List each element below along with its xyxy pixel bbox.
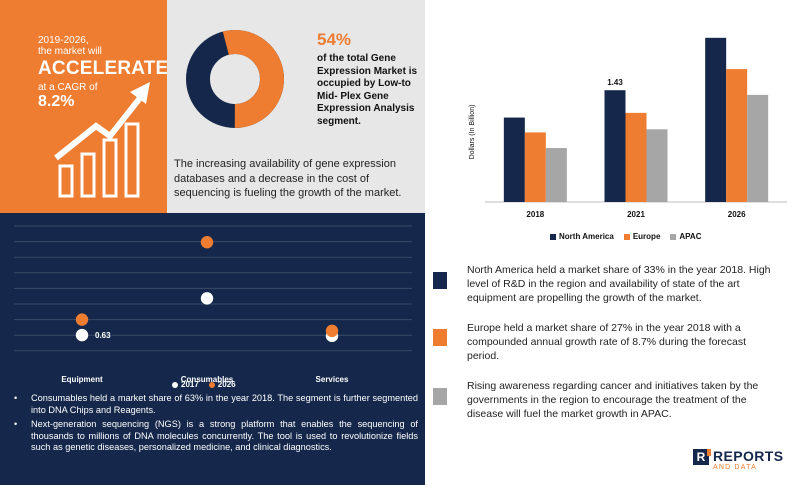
bar-apac-2018	[545, 148, 567, 202]
segment-dot-chart: Equipment Consumables Services 0.63	[14, 225, 412, 384]
logo-mark: R	[693, 449, 711, 465]
dot-chart-legend: 2017 2026	[172, 380, 236, 389]
legend-item-europe: Europe	[623, 232, 661, 241]
legend-item-apac: APAC	[670, 232, 701, 241]
headline-intro: the market will	[38, 46, 102, 57]
legend-swatch-europe	[623, 233, 630, 240]
logo-word-and-data: AND DATA	[713, 464, 757, 471]
growth-driver-text: The increasing availability of gene expr…	[174, 158, 402, 199]
legend-swatch-2026	[208, 381, 215, 388]
note-text-europe: Europe held a market share of 27% in the…	[467, 322, 747, 362]
headline-cagr-value: 8.2%	[38, 93, 75, 110]
legend-label-apac: APAC	[679, 232, 702, 241]
legend-swatch-apac	[670, 233, 677, 240]
dot-2026-consumables	[200, 236, 214, 249]
data-label-north-america-2021: 1.43	[607, 78, 623, 87]
headline-cagr-label: at a CAGR of	[38, 82, 98, 93]
donut-share-segment	[186, 30, 284, 128]
bar-chart-legend: North America Europe APAC	[550, 232, 701, 241]
note-text-apac: Rising awareness regarding cancer and in…	[467, 380, 759, 420]
headline-panel: 2019-2026, the market will ACCELERATE at…	[0, 0, 169, 213]
dot-2017-equipment	[75, 328, 89, 342]
dot-2026-services	[325, 324, 339, 338]
brand-logo: R REPORTS AND DATA	[693, 449, 783, 472]
bar-europe-2026	[726, 69, 748, 202]
category-label-equipment: Equipment	[61, 375, 103, 384]
legend-item-2017: 2017	[172, 380, 199, 389]
data-label-2017-equipment: 0.63	[95, 331, 111, 340]
headline-accelerate: ACCELERATE	[38, 58, 169, 79]
headline-period: 2019-2026,	[38, 35, 89, 46]
legend-label-2017: 2017	[181, 380, 199, 389]
legend-label-europe: Europe	[632, 232, 661, 241]
bar-europe-2018	[524, 132, 546, 202]
legend-swatch-north-america	[550, 233, 556, 240]
legend-label-2026: 2026	[217, 380, 236, 389]
legend-item-2026: 2026	[208, 380, 236, 389]
dot-2017-consumables	[200, 292, 214, 305]
legend-label-north-america: North America	[559, 232, 614, 241]
share-donut	[186, 30, 284, 128]
growth-chart-icon	[54, 82, 150, 198]
bar-north-america-2018	[503, 117, 525, 202]
category-label-services: Services	[316, 375, 349, 384]
note-marker-apac	[433, 388, 447, 405]
bar-apac-2021	[646, 129, 668, 202]
donut-stat-text: of the total Gene Expression Market is o…	[317, 53, 418, 127]
legend-item-north-america: North America	[550, 232, 614, 241]
dot-2026-equipment	[75, 313, 89, 326]
logo-word-reports: REPORTS	[713, 448, 784, 464]
x-tick-label-2021: 2021	[627, 210, 645, 219]
category-label-consumables: Consumables	[181, 375, 234, 384]
y-axis-label: Dollars (In Billion)	[469, 105, 476, 160]
legend-swatch-2017	[172, 381, 178, 388]
bar-north-america-2026	[705, 37, 727, 203]
segment-bullets: Consumables held a market share of 63% i…	[8, 393, 418, 457]
bar-europe-2021	[625, 112, 647, 202]
bar-apac-2026	[747, 94, 769, 202]
bullet-ngs: Next-generation sequencing (NGS) is a st…	[8, 419, 418, 454]
regional-bar-chart: 2018 2021 2026 1.43 Dollars (In Billion)	[469, 37, 787, 219]
note-text-north-america: North America held a market share of 33%…	[467, 264, 771, 304]
donut-stat-value: 54%	[317, 30, 352, 49]
x-tick-label-2018: 2018	[526, 210, 544, 219]
bullet-consumables: Consumables held a market share of 63% i…	[8, 393, 418, 416]
note-marker-north-america	[433, 272, 447, 289]
bar-north-america-2021	[604, 90, 626, 202]
x-tick-label-2026: 2026	[728, 210, 746, 219]
note-marker-europe	[433, 329, 447, 346]
